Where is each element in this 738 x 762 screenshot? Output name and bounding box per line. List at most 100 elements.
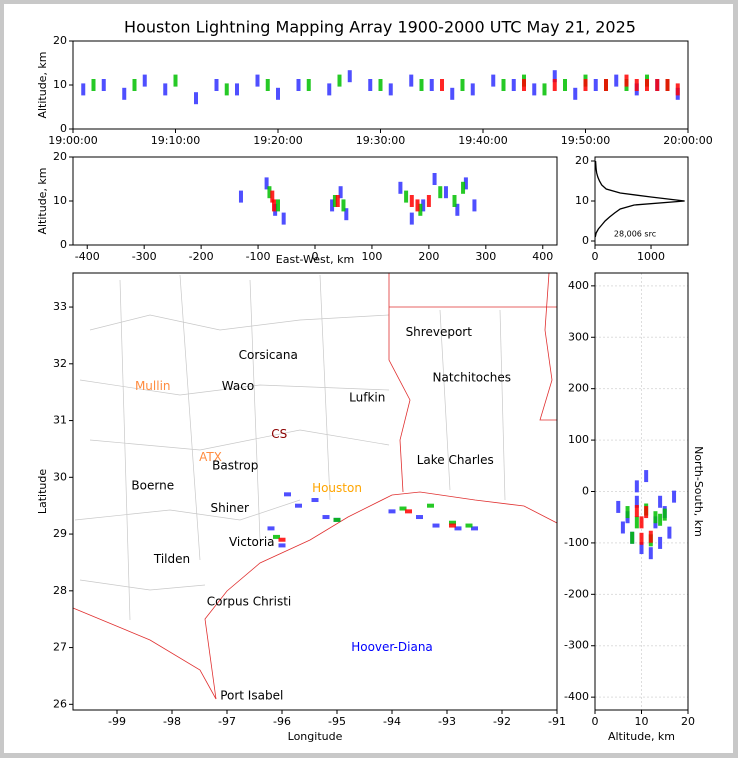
lightning-source xyxy=(398,181,403,194)
y-tick-label: 300 xyxy=(568,330,589,343)
y-tick-label: 27 xyxy=(53,641,67,654)
lightning-source xyxy=(454,526,462,531)
city-label: Lake Charles xyxy=(417,453,494,467)
lightning-source xyxy=(265,79,270,91)
axes-frame xyxy=(72,156,558,246)
lightning-source xyxy=(273,534,280,539)
lightning-source xyxy=(409,212,414,225)
lightning-source xyxy=(449,520,456,525)
lightning-source xyxy=(634,79,639,91)
lightning-source xyxy=(463,177,468,190)
lightning-source xyxy=(296,79,301,91)
lightning-source xyxy=(429,79,434,91)
map-lines xyxy=(72,272,558,700)
lightning-source xyxy=(438,186,443,199)
lightning-source xyxy=(552,79,557,91)
lightning-source xyxy=(264,177,269,190)
city-label: Shiner xyxy=(211,501,250,515)
lightning-source xyxy=(332,195,337,207)
lightning-source xyxy=(432,173,437,185)
axes-frame xyxy=(72,40,689,130)
state-borders xyxy=(72,272,557,700)
x-tick-label: 0 xyxy=(312,250,319,263)
county-lines xyxy=(74,274,506,621)
lightning-source xyxy=(81,83,86,96)
lightning-source xyxy=(238,190,243,203)
y-tick-label: 10 xyxy=(53,194,67,207)
lightning-source xyxy=(418,203,423,216)
y-tick-label: 20 xyxy=(53,150,67,163)
x-tick-label: -400 xyxy=(75,250,100,263)
lightning-source xyxy=(465,523,473,528)
lightning-source xyxy=(634,505,639,518)
x-tick-label: 0 xyxy=(592,250,599,263)
y-tick-label: 10 xyxy=(53,78,67,91)
y-tick-label: 28 xyxy=(53,584,67,597)
lightning-source xyxy=(275,199,280,212)
city-label: ATX xyxy=(199,450,222,464)
lightning-source xyxy=(214,79,219,91)
lightning-source xyxy=(639,532,644,545)
x-tick-label: 1000 xyxy=(637,250,665,263)
lightning-source xyxy=(658,513,663,526)
lightning-source xyxy=(634,480,639,493)
lightning-source xyxy=(378,79,383,91)
y-tick-label: 30 xyxy=(53,470,67,483)
y-tick-label: 29 xyxy=(53,527,67,540)
lightning-source xyxy=(455,203,460,216)
lightning-source xyxy=(224,83,229,96)
lightning-source xyxy=(330,199,335,212)
lightning-source xyxy=(452,195,457,207)
x-tick-label: 20:00:00 xyxy=(663,134,712,147)
lightning-source xyxy=(450,87,455,100)
y-tick-label: 400 xyxy=(568,279,589,292)
lightning-source xyxy=(267,186,272,199)
lightning-source xyxy=(327,83,332,96)
lightning-source xyxy=(662,508,667,521)
x-tick-label: 19:10:00 xyxy=(151,134,200,147)
x-tick-label: 19:30:00 xyxy=(356,134,405,147)
lightning-source xyxy=(634,516,639,529)
lightning-source xyxy=(122,87,127,100)
city-label: Corpus Christi xyxy=(207,595,292,609)
y-tick-label: 0 xyxy=(60,238,67,251)
lightning-source xyxy=(542,83,547,96)
lightning-source xyxy=(295,503,302,508)
lightning-source xyxy=(655,79,660,91)
y-tick-label: 0 xyxy=(582,485,589,498)
lightning-source xyxy=(634,495,639,508)
lightning-source xyxy=(522,79,526,91)
y-tick-label: -100 xyxy=(564,536,589,549)
axes-frame xyxy=(72,272,558,711)
y-tick-label: 31 xyxy=(53,414,67,427)
lightning-source xyxy=(278,543,286,548)
lightning-source xyxy=(501,79,506,91)
annotation: 28,006 src xyxy=(614,230,656,239)
lightning-source xyxy=(491,74,496,87)
lightning-source xyxy=(604,79,608,91)
lightning-source xyxy=(432,523,440,528)
city-label: Mullin xyxy=(135,379,171,393)
lightning-source xyxy=(404,190,409,203)
lightning-source xyxy=(658,536,663,549)
lightning-source xyxy=(194,92,198,105)
lightning-source xyxy=(409,195,414,207)
lightning-source xyxy=(665,79,670,91)
lightning-source xyxy=(645,79,649,91)
lightning-source xyxy=(675,83,680,96)
lightning-source xyxy=(532,83,537,96)
x-tick-label: -96 xyxy=(273,715,291,728)
y-tick-label: -300 xyxy=(564,639,589,652)
lightning-source xyxy=(132,79,137,91)
lightning-source xyxy=(338,186,343,199)
y-tick-label: -400 xyxy=(564,690,589,703)
city-label: Houston xyxy=(312,481,362,495)
x-tick-label: -99 xyxy=(108,715,126,728)
lightning-source xyxy=(648,547,653,560)
lightning-source xyxy=(255,74,260,87)
y-tick-label: 33 xyxy=(53,300,67,313)
lightning-source xyxy=(630,531,635,544)
lightning-source xyxy=(337,74,342,87)
x-tick-label: -95 xyxy=(328,715,346,728)
